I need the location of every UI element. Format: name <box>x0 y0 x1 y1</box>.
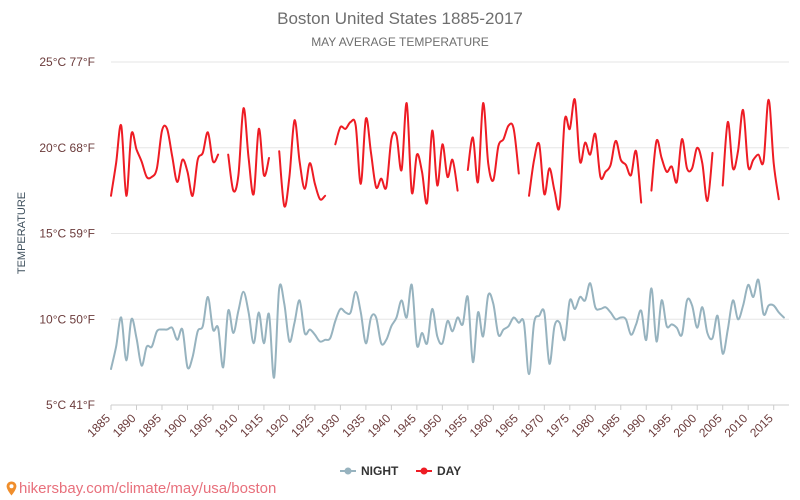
y-tick-label: 20°C 68°F <box>39 141 95 155</box>
x-tick-label: 1990 <box>620 411 649 440</box>
x-tick-label: 1890 <box>110 411 139 440</box>
day-line-segment <box>334 102 459 205</box>
night-line-segment <box>110 278 785 379</box>
legend-item-day[interactable]: DAY <box>416 464 461 478</box>
day-line-segment <box>110 124 220 197</box>
legend-label-night: NIGHT <box>361 464 399 478</box>
night-legend-dot-icon <box>344 467 352 475</box>
x-tick-label: 1970 <box>518 411 547 440</box>
x-tick-label: 2005 <box>696 411 725 440</box>
x-tick-label: 1955 <box>441 411 470 440</box>
x-tick-label: 1995 <box>645 411 674 440</box>
x-axis-ticks: 1885189018951900190519101915192019251930… <box>84 405 776 440</box>
day-line-segment <box>466 102 520 184</box>
y-axis-ticks: 25°C 77°F 20°C 68°F 15°C 59°F 10°C 50°F 5°C … <box>39 55 95 412</box>
footer-url: hikersbay.com/climate/may/usa/boston <box>19 480 277 497</box>
chart-title: Boston United States 1885-2017 <box>277 9 523 28</box>
x-tick-label: 1925 <box>288 411 317 440</box>
y-tick-label: 25°C 77°F <box>39 55 95 69</box>
x-tick-label: 1895 <box>135 411 164 440</box>
x-tick-label: 1935 <box>339 411 368 440</box>
day-line-segment <box>278 119 327 208</box>
series-lines <box>110 98 785 379</box>
x-tick-label: 1910 <box>212 411 241 440</box>
x-tick-label: 1940 <box>365 411 394 440</box>
x-tick-label: 1905 <box>186 411 215 440</box>
y-tick-label: 5°C 41°F <box>46 398 95 412</box>
x-tick-label: 1985 <box>594 411 623 440</box>
legend-label-day: DAY <box>437 464 461 478</box>
legend: NIGHT DAY <box>340 464 461 478</box>
day-line-segment <box>528 98 643 211</box>
x-tick-label: 1945 <box>390 411 419 440</box>
legend-item-night[interactable]: NIGHT <box>340 464 399 478</box>
x-tick-label: 1960 <box>467 411 496 440</box>
x-tick-label: 1915 <box>237 411 266 440</box>
y-axis-label: TEMPERATURE <box>16 192 28 274</box>
x-tick-label: 2015 <box>747 411 776 440</box>
x-tick-label: 1885 <box>84 411 113 440</box>
x-tick-label: 1900 <box>161 411 190 440</box>
x-tick-label: 1950 <box>416 411 445 440</box>
y-tick-label: 15°C 59°F <box>39 227 95 241</box>
chart-subtitle: MAY AVERAGE TEMPERATURE <box>311 35 489 49</box>
grid-lines <box>111 61 789 406</box>
location-pin-icon <box>6 481 17 496</box>
series-day <box>110 98 780 211</box>
x-tick-label: 2000 <box>671 411 700 440</box>
y-tick-label: 10°C 50°F <box>39 312 95 326</box>
series-night <box>110 278 785 379</box>
day-legend-dot-icon <box>420 467 428 475</box>
day-line-segment <box>721 98 780 201</box>
day-line-segment <box>227 107 270 196</box>
x-tick-label: 2010 <box>722 411 751 440</box>
x-tick-label: 1980 <box>569 411 598 440</box>
day-line-segment <box>650 138 714 202</box>
x-tick-label: 1920 <box>263 411 292 440</box>
x-tick-label: 1930 <box>314 411 343 440</box>
x-tick-label: 1975 <box>543 411 572 440</box>
footer-link[interactable]: hikersbay.com/climate/may/usa/boston <box>6 480 276 497</box>
x-tick-label: 1965 <box>492 411 521 440</box>
